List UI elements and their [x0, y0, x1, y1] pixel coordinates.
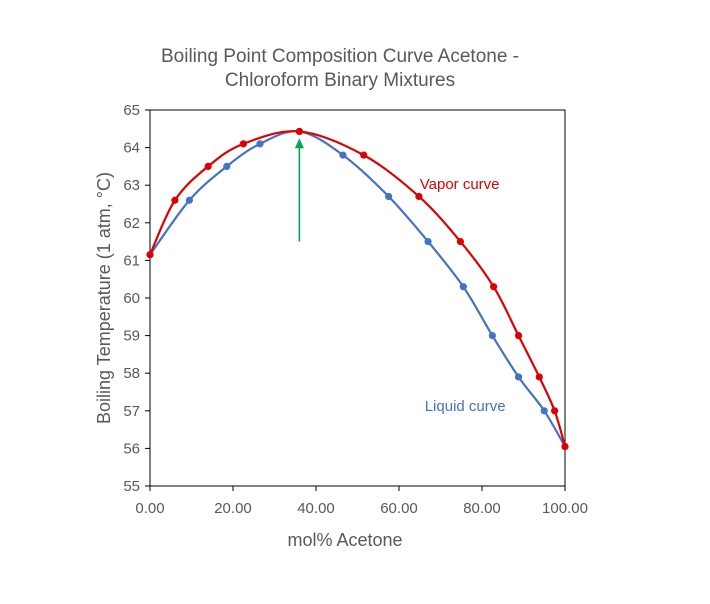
chart-title-line: Chloroform Binary Mixtures	[225, 70, 455, 91]
liquid-curve-point	[514, 373, 523, 381]
x-tick-label: 20.00	[214, 500, 252, 517]
annotation-label: Liquid curve	[425, 398, 506, 415]
vapor-curve-point	[360, 151, 368, 159]
liquid-curve-point	[385, 192, 393, 201]
y-axis-title: Boiling Temperature (1 atm, °C)	[94, 172, 114, 424]
liquid-curve-point	[256, 140, 264, 148]
vapor-curve-point	[456, 238, 465, 246]
y-tick-label: 59	[123, 328, 140, 345]
y-tick-label: 61	[123, 252, 140, 269]
liquid-curve-point	[339, 151, 347, 159]
y-tick-label: 58	[123, 365, 140, 382]
vapor-curve-point	[551, 407, 559, 415]
annotation-label: Vapor curve	[420, 176, 500, 193]
y-tick-label: 64	[123, 140, 140, 157]
arrow-head	[294, 138, 304, 149]
vapor-curve-point	[415, 192, 423, 201]
y-tick-label: 56	[123, 440, 140, 457]
y-tick-label: 65	[123, 102, 140, 119]
x-tick-label: 80.00	[463, 500, 501, 517]
x-tick-label: 100.00	[542, 500, 588, 517]
x-tick-label: 60.00	[380, 500, 418, 517]
liquid-curve-point	[488, 332, 496, 340]
vapor-curve-point	[171, 196, 179, 204]
y-tick-label: 63	[123, 177, 140, 194]
liquid-curve-point	[223, 162, 231, 170]
chart-title-line: Boiling Point Composition Curve Acetone …	[161, 46, 519, 67]
x-tick-label: 0.00	[135, 500, 164, 517]
vapor-curve-point	[204, 162, 212, 170]
vapor-curve-point	[146, 251, 154, 259]
y-tick-label: 57	[123, 403, 140, 420]
liquid-curve-point	[185, 196, 194, 204]
liquid-curve-point	[459, 283, 467, 291]
liquid-curve-point	[540, 407, 548, 415]
liquid-curve-point	[424, 238, 432, 246]
vapor-curve-point	[561, 442, 569, 451]
y-tick-label: 62	[123, 215, 140, 232]
y-tick-label: 55	[123, 478, 140, 495]
vapor-curve-point	[514, 332, 523, 340]
y-tick-label: 60	[123, 290, 140, 307]
vapor-curve-point	[239, 140, 247, 148]
vapor-curve-point	[535, 373, 543, 381]
x-tick-label: 40.00	[297, 500, 335, 517]
x-axis-title: mol% Acetone	[287, 530, 402, 550]
vapor-curve-point	[295, 127, 303, 136]
vapor-curve-point	[490, 283, 498, 291]
